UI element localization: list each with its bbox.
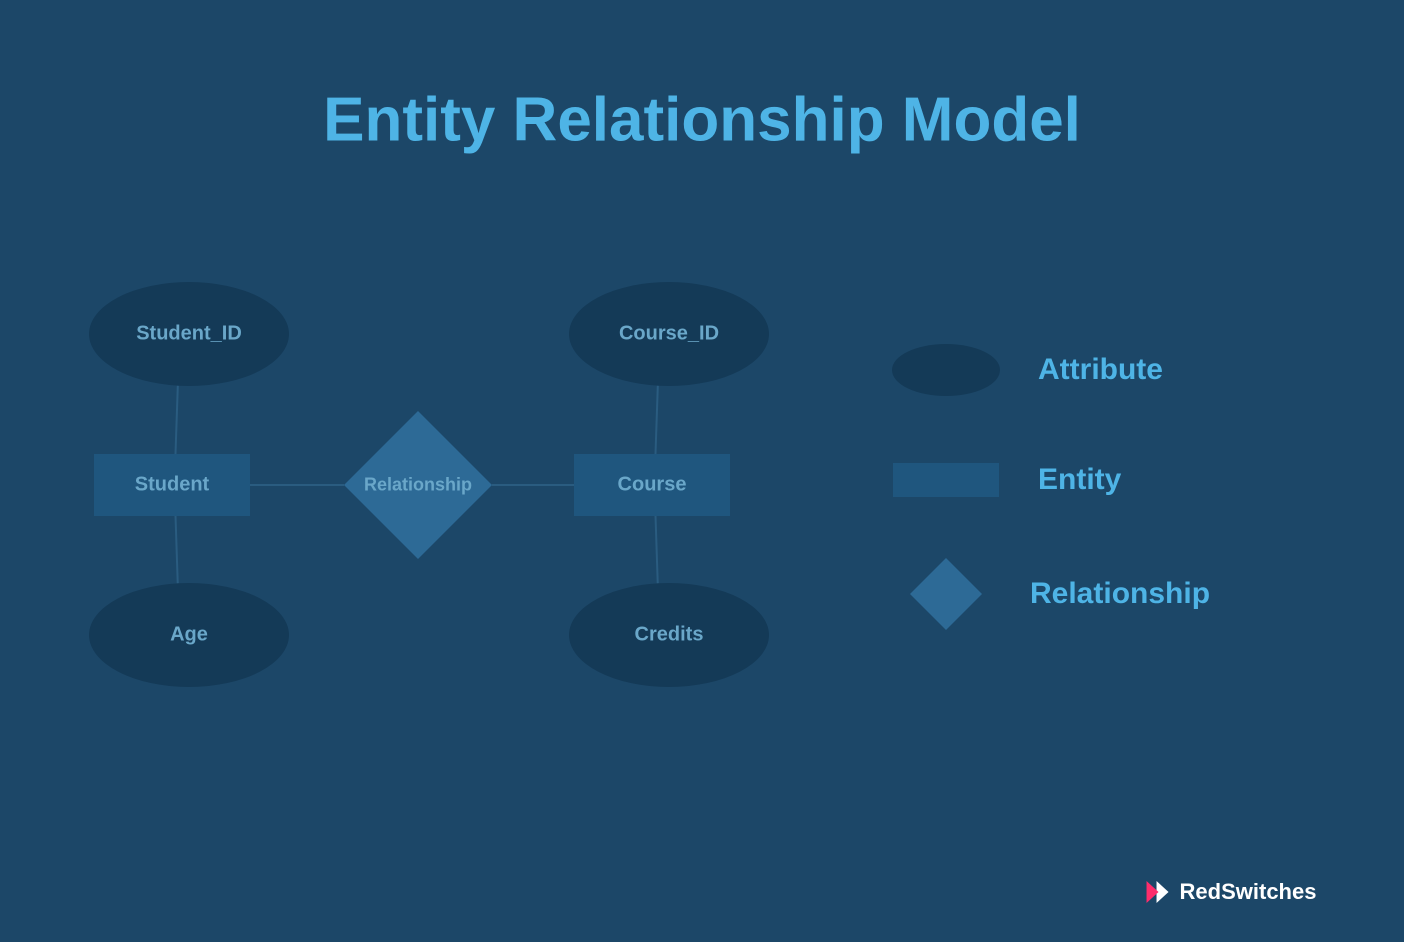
legend-shape-entity	[893, 463, 999, 497]
diagram-svg	[0, 0, 1404, 942]
attribute-student_id	[89, 282, 289, 386]
er-diagram: Entity Relationship Model Student_IDAgeC…	[0, 0, 1404, 942]
brand-logo-icon	[1144, 878, 1172, 906]
relationship-rel	[344, 411, 492, 559]
branding: RedSwitches	[1144, 878, 1317, 906]
brand-text: RedSwitches	[1180, 879, 1317, 905]
entity-student	[94, 454, 250, 516]
attribute-course_id	[569, 282, 769, 386]
edge	[655, 386, 657, 454]
attribute-age	[89, 583, 289, 687]
edge	[656, 516, 658, 583]
legend-shape-attribute	[892, 344, 1000, 396]
attribute-credits	[569, 583, 769, 687]
edge	[175, 386, 177, 454]
legend-shape-relationship	[910, 558, 982, 630]
entity-course	[574, 454, 730, 516]
edge	[176, 516, 178, 583]
